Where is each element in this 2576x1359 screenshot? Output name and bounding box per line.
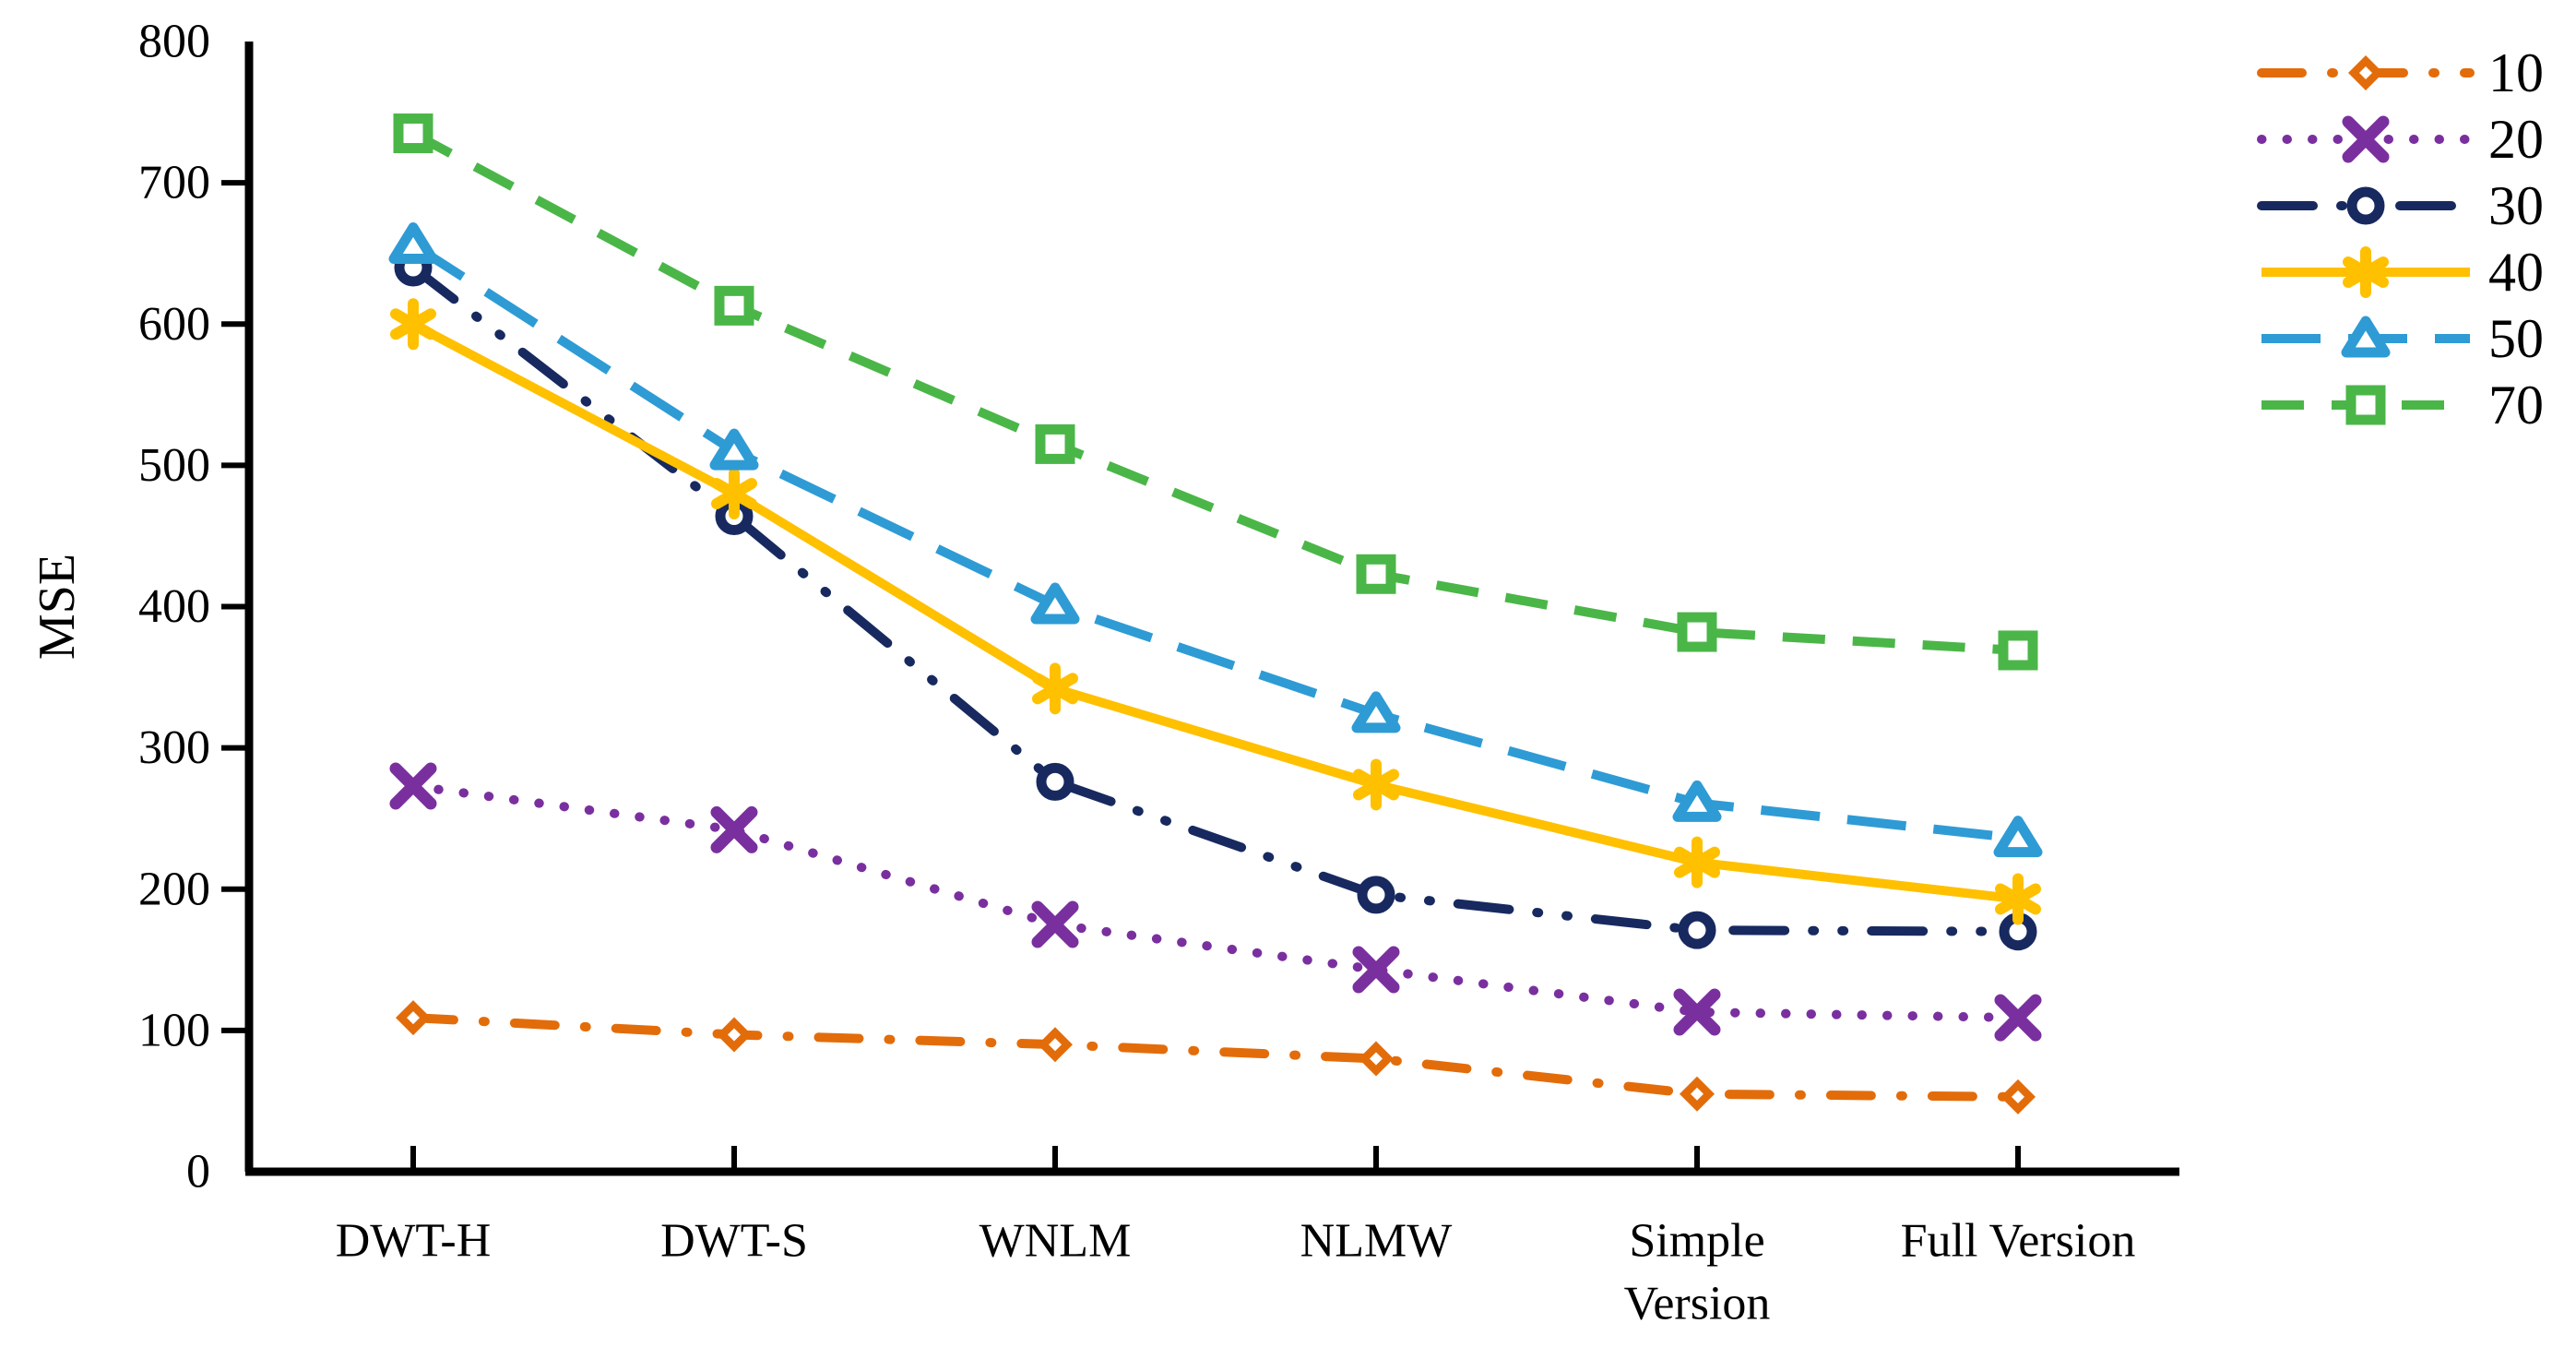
- square-marker: [1356, 554, 1396, 594]
- x-tick-label: Full Version: [1901, 1215, 2136, 1268]
- y-tick-label: 700: [138, 157, 210, 209]
- circle-marker: [1357, 876, 1395, 914]
- x-marker: [710, 805, 758, 853]
- legend-item-20: 20: [2257, 109, 2544, 170]
- triangle-marker: [709, 428, 759, 471]
- legend-label: 70: [2488, 375, 2544, 435]
- y-tick-label: 300: [138, 721, 210, 774]
- y-tick-label: 200: [138, 863, 210, 915]
- asterisk-marker: [2343, 246, 2389, 298]
- series-line-40: [410, 319, 2019, 904]
- diamond-marker-hole: [1370, 1052, 1383, 1066]
- x-tick-label: NLMW: [1300, 1215, 1453, 1268]
- series-20: [389, 762, 2042, 1042]
- square-marker: [393, 113, 433, 154]
- x-marker: [389, 762, 437, 810]
- asterisk-marker: [1674, 836, 1720, 888]
- circle-marker: [2346, 186, 2385, 225]
- x-marker: [1352, 946, 1400, 994]
- diamond-marker-hole: [728, 1028, 741, 1042]
- legend-item-30: 30: [2257, 175, 2544, 236]
- axes: [244, 42, 2179, 1176]
- legend-label: 40: [2488, 242, 2544, 303]
- square-marker: [1998, 630, 2038, 671]
- x-tick-label: Simple: [1629, 1215, 1764, 1268]
- x-marker: [1673, 988, 1721, 1036]
- legend-label: 10: [2488, 42, 2544, 103]
- triangle-marker: [1351, 691, 1401, 733]
- x-axis-ticks: DWT-H DWT-S WNLM NLMW Simple Version Full Vers…: [336, 1146, 2136, 1330]
- legend-item-50: 50: [2261, 308, 2544, 369]
- series-70: [393, 113, 2038, 671]
- x-tick-label: DWT-S: [660, 1215, 808, 1268]
- triangle-marker: [1030, 582, 1080, 625]
- x-tick-label: WNLM: [979, 1215, 1132, 1268]
- legend-label: 30: [2488, 175, 2544, 236]
- triangle-marker: [2341, 316, 2391, 358]
- y-tick-label: 100: [138, 1004, 210, 1056]
- x-marker: [2342, 115, 2390, 163]
- series-50: [388, 222, 2043, 858]
- legend-label: 20: [2488, 109, 2544, 170]
- y-tick-label: 400: [138, 580, 210, 633]
- square-marker: [1035, 423, 1075, 464]
- y-axis-ticks: 0 100 200 300 400 500 600 700 800: [138, 16, 249, 1198]
- y-axis-title: MSE: [29, 554, 86, 660]
- y-tick-label: 600: [138, 298, 210, 351]
- circle-marker: [1036, 762, 1074, 801]
- asterisk-marker: [1353, 758, 1399, 811]
- diamond-marker-hole: [2012, 1090, 2024, 1103]
- x-marker: [1031, 900, 1079, 948]
- triangle-marker: [1672, 780, 1722, 822]
- legend-label: 50: [2488, 308, 2544, 369]
- x-tick-label: Version: [1624, 1278, 1771, 1330]
- circle-marker: [1678, 911, 1716, 949]
- diamond-marker-hole: [2359, 66, 2372, 79]
- legend-item-40: 40: [2261, 242, 2544, 303]
- series-line-50: [410, 241, 2019, 843]
- series-line-30: [409, 263, 2023, 936]
- series-line-20: [409, 781, 2023, 1023]
- y-tick-label: 800: [138, 16, 210, 68]
- asterisk-marker: [1995, 873, 2041, 925]
- series-30: [394, 248, 2037, 951]
- square-marker: [2345, 385, 2386, 425]
- asterisk-marker: [1032, 662, 1078, 715]
- y-tick-label: 0: [186, 1146, 210, 1198]
- series-line-10: [409, 1013, 2023, 1102]
- series-40: [390, 298, 2041, 925]
- diamond-marker-hole: [1049, 1038, 1062, 1052]
- square-marker: [1677, 612, 1717, 652]
- asterisk-marker: [711, 468, 757, 519]
- diamond-marker-hole: [407, 1011, 420, 1025]
- asterisk-marker: [390, 298, 436, 351]
- y-tick-label: 500: [138, 439, 210, 492]
- series-10: [396, 1000, 2036, 1115]
- legend-item-70: 70: [2261, 375, 2544, 435]
- legend-item-10: 10: [2257, 42, 2544, 103]
- series-line-70: [410, 129, 2019, 655]
- x-marker: [1994, 994, 2042, 1042]
- x-tick-label: DWT-H: [336, 1215, 492, 1268]
- diamond-marker-hole: [1691, 1087, 1703, 1101]
- triangle-marker: [388, 222, 438, 264]
- triangle-marker: [1993, 816, 2043, 858]
- square-marker: [714, 285, 754, 326]
